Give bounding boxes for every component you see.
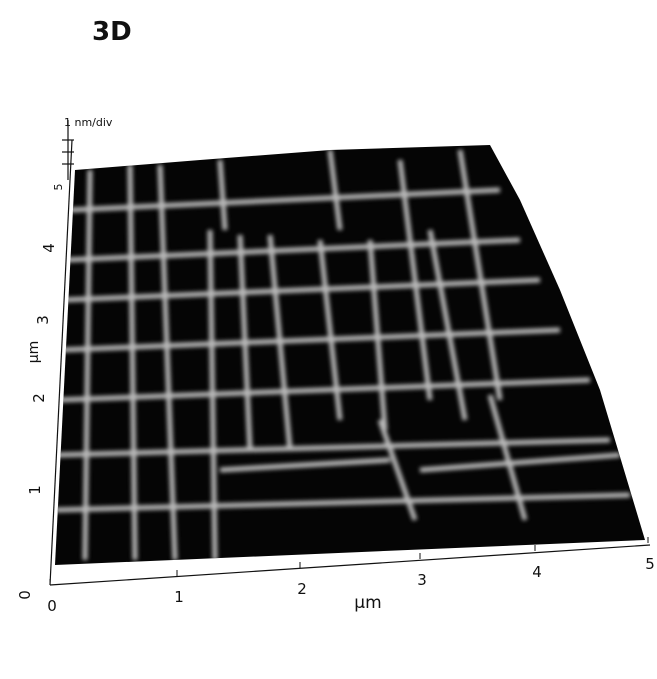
y-tick-label: 0 bbox=[16, 590, 34, 600]
x-axis-label: μm bbox=[354, 593, 381, 613]
x-tick-label: 3 bbox=[417, 571, 427, 589]
x-tick-label: 2 bbox=[297, 580, 307, 598]
y-tick-label: 4 bbox=[40, 243, 58, 253]
z-scale: 1 nm/div bbox=[64, 116, 113, 129]
afm-figure: 3D 1 nm/div 0 1 2 3 4 5 0 1 2 3 4 5 μm μm bbox=[0, 0, 657, 675]
y-tick-label: 3 bbox=[34, 315, 52, 325]
x-tick-label: 0 bbox=[47, 597, 57, 615]
x-tick-label: 4 bbox=[532, 563, 542, 581]
y-tick-label: 2 bbox=[30, 393, 48, 403]
title: 3D bbox=[92, 17, 132, 47]
surface bbox=[55, 145, 645, 565]
y-tick-label: 5 bbox=[52, 184, 65, 191]
x-tick-label: 1 bbox=[174, 588, 184, 606]
x-tick-label: 5 bbox=[645, 555, 655, 573]
y-axis-label: μm bbox=[26, 341, 42, 364]
y-tick-label: 1 bbox=[26, 485, 44, 495]
